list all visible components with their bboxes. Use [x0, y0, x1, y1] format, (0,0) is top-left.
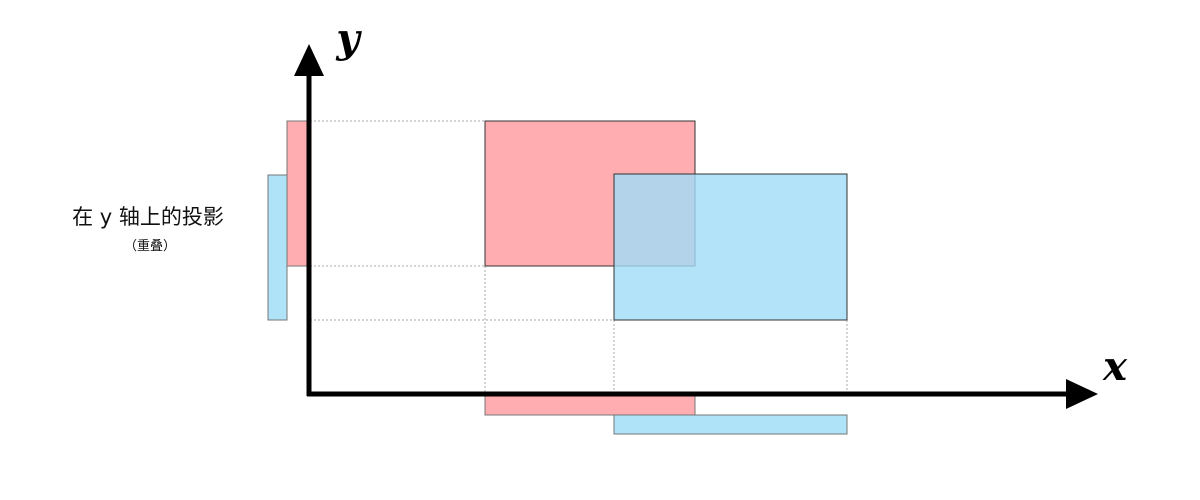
axes [294, 44, 1098, 409]
x-axis-label: x [1102, 343, 1128, 390]
pink-x-projection [484, 395, 696, 416]
annotation-note: （重叠） [124, 238, 176, 254]
blue-box [613, 173, 848, 321]
blue-y-projection [267, 174, 288, 321]
annotation: 在 y 轴上的投影 [72, 205, 224, 229]
x-arrow [1066, 379, 1098, 409]
y-axis-label: y [335, 15, 362, 62]
y-arrow [294, 44, 324, 76]
pink-y-projection [286, 120, 308, 267]
blue-x-projection [613, 414, 848, 435]
